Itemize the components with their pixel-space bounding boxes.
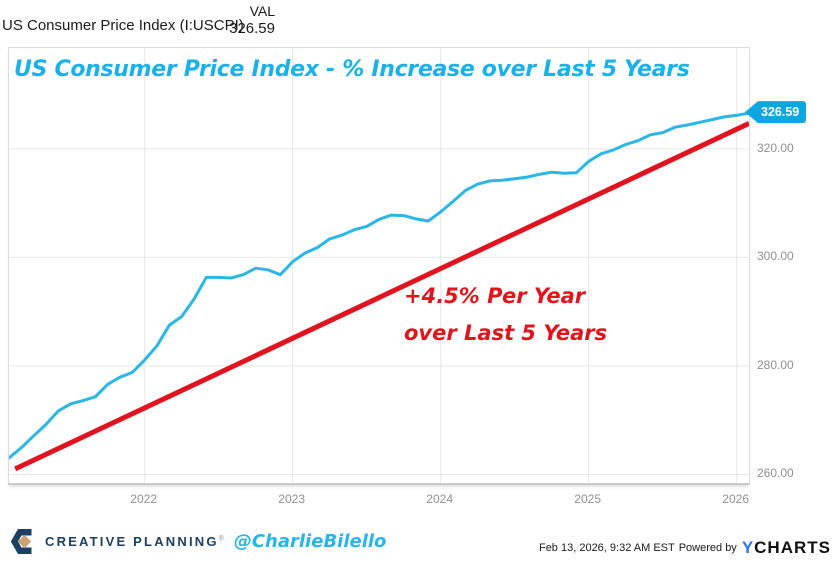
trend-annotation-line1: +4.5% Per Year xyxy=(404,284,586,308)
x-axis-tick-label: 2023 xyxy=(278,492,305,506)
timestamp: Feb 13, 2026, 9:32 AM EST xyxy=(538,542,675,554)
x-axis-tick-label: 2026 xyxy=(722,492,749,506)
brand-name: CREATIVE PLANNING® xyxy=(45,534,224,549)
trend-line xyxy=(14,121,749,472)
y-axis-tick-label: 260.00 xyxy=(757,466,794,481)
y-axis-tick-label: 280.00 xyxy=(757,357,794,372)
creative-planning-logo-icon xyxy=(10,529,32,554)
ycharts-logo-y: Y xyxy=(741,538,755,557)
ycharts-logo-charts: CHARTS xyxy=(754,538,831,557)
x-axis-tick-label: 2022 xyxy=(130,492,157,506)
value-column: VAL 326.59 xyxy=(215,3,275,37)
value-column-header: VAL xyxy=(249,3,275,19)
trend-annotation-line2: over Last 5 Years xyxy=(404,321,608,345)
cpi-line xyxy=(9,111,749,460)
ycharts-logo: YCHARTS xyxy=(742,538,831,558)
x-axis-tick-label: 2024 xyxy=(426,492,453,506)
last-value-badge: 326.59 xyxy=(745,101,807,124)
author-handle: @CharlieBilello xyxy=(233,531,387,552)
chart-title: US Consumer Price Index - % Increase ove… xyxy=(14,57,690,82)
trend-annotation: +4.5% Per Year over Last 5 Years xyxy=(404,286,607,344)
footer-brand: CREATIVE PLANNING® @CharlieBilello xyxy=(10,528,386,555)
x-axis-tick-label: 2025 xyxy=(574,492,601,506)
powered-by-label: Powered by xyxy=(678,542,737,554)
series-label: US Consumer Price Index (I:USCPI) xyxy=(2,17,244,34)
footer-credit: Feb 13, 2026, 9:32 AM EST Powered by YCH… xyxy=(539,538,831,558)
series-current-value: 326.59 xyxy=(229,20,275,37)
chart-plot-area xyxy=(8,47,750,485)
y-axis-tick-label: 300.00 xyxy=(757,249,794,264)
chart-svg xyxy=(9,48,749,483)
brand-trademark: ® xyxy=(218,535,224,543)
y-axis-tick-label: 320.00 xyxy=(757,140,794,155)
